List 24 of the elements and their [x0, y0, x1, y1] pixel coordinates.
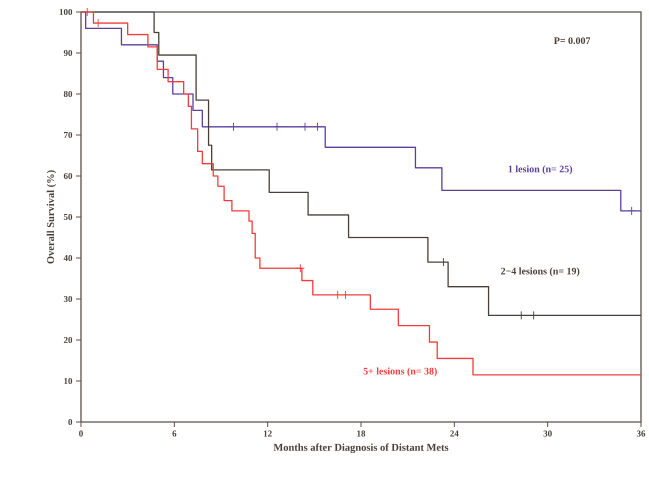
y-tick-label: 10: [64, 378, 72, 384]
x-tick-label: 36: [636, 430, 646, 437]
y-tick-label: 80: [64, 90, 72, 98]
y-tick-label: 90: [64, 50, 72, 56]
y-tick-label: 50: [64, 214, 72, 220]
x-tick-label: 24: [450, 430, 459, 436]
y-tick-label: 40: [64, 254, 72, 262]
x-tick-label: 18: [357, 430, 366, 437]
x-tick-label: 0: [79, 430, 83, 437]
series-label: 1 lesion (n= 25): [508, 165, 572, 174]
x-tick-label: 30: [544, 430, 552, 437]
y-tick-label: 70: [64, 132, 72, 138]
x-tick-label: 6: [172, 430, 176, 437]
x-tick-label: 12: [264, 430, 272, 436]
series-label: 5+ lesions (n= 38): [364, 367, 437, 377]
series-label: 2−4 lesions (n= 19): [501, 267, 580, 276]
x-axis-title: Months after Diagnosis of Distant Mets: [274, 443, 448, 454]
y-tick-label: 20: [64, 336, 72, 344]
annotation: P= 0.007: [554, 37, 590, 44]
y-tick-label: 0: [68, 418, 72, 426]
y-tick-label: 60: [64, 172, 72, 180]
y-tick-label: 30: [64, 296, 72, 302]
y-axis-title: Overall Survival (%): [46, 170, 56, 264]
y-tick-label: 100: [60, 8, 72, 16]
